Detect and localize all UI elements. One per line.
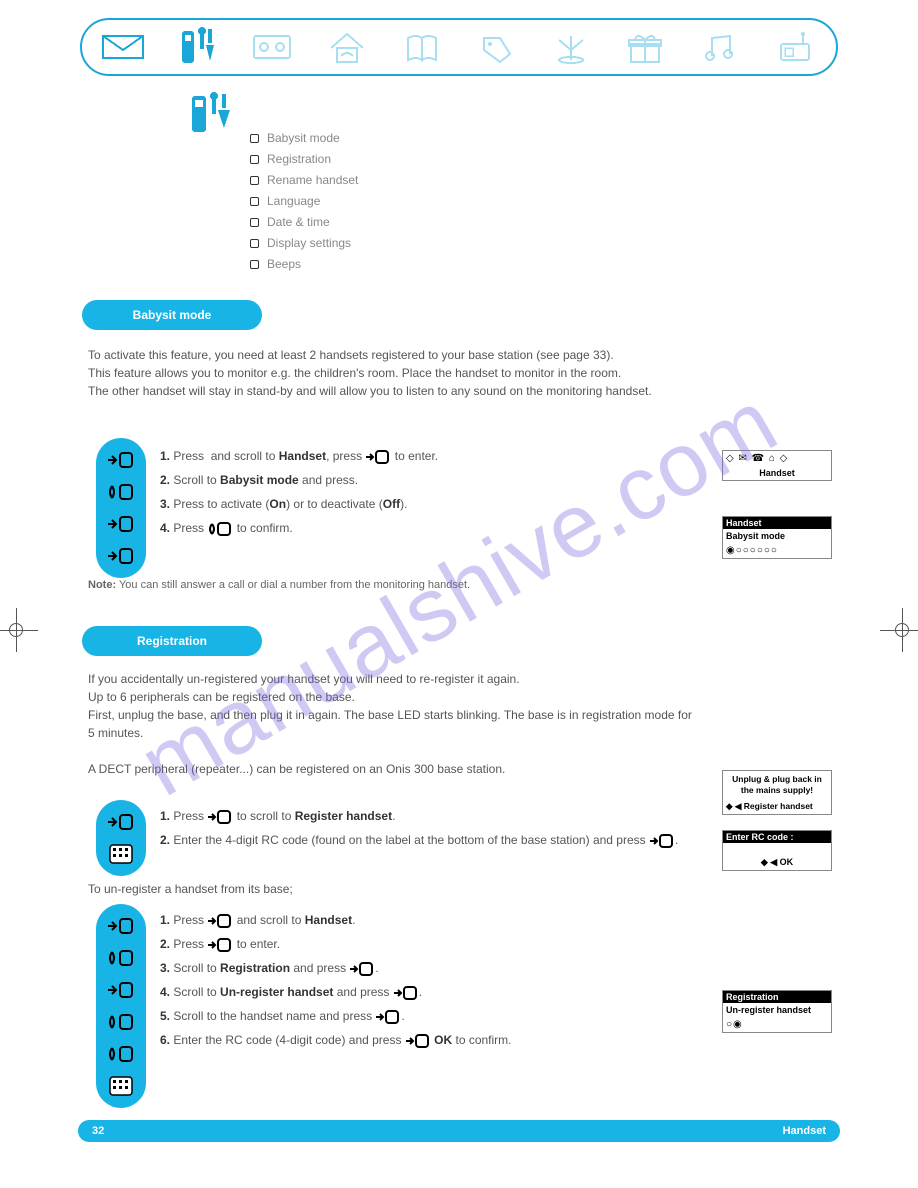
handset-submenu: Babysit mode Registration Rename handset…: [250, 128, 358, 275]
music-icon: [698, 30, 742, 64]
mail-icon: [101, 32, 145, 62]
page-number: 32: [92, 1125, 104, 1137]
ok-key-icon: [104, 810, 138, 834]
menu-item: Beeps: [267, 254, 301, 275]
lcd-blank: [723, 843, 831, 855]
section-heading-registration: Registration: [82, 626, 262, 656]
tab-handset[interactable]: [175, 25, 222, 69]
page-footer: 32 Handset: [78, 1120, 840, 1142]
footer-title: Handset: [783, 1125, 826, 1137]
ok-key-icon: [104, 978, 138, 1002]
menu-item: Language: [267, 191, 320, 212]
menu-item: Date & time: [267, 212, 330, 233]
step-icons-b2: [96, 904, 146, 1108]
tag-icon: [474, 30, 518, 64]
keypad-icon: [104, 842, 138, 866]
menu-item: Registration: [267, 149, 331, 170]
section-a-steps: 1. Press and scroll to Handset, press to…: [160, 444, 700, 540]
crop-mark-left: [0, 608, 38, 652]
scroll-key-icon: [104, 480, 138, 504]
lcd-bar: Enter RC code :: [723, 831, 831, 843]
lcd-bar: Handset: [723, 517, 831, 529]
tab-book[interactable]: [398, 25, 445, 69]
tab-mail[interactable]: [100, 25, 147, 69]
lcd-handset-menu: ◇ ✉ ☎ ⌂ ◇ Handset: [722, 450, 832, 481]
handset-tools-icon: [176, 27, 220, 67]
lcd-dots: ◉○○○○○○: [723, 543, 831, 558]
ok-key-icon: [104, 512, 138, 536]
antenna-icon: [549, 30, 593, 64]
lcd-icons: ◇ ✉ ☎ ⌂ ◇: [723, 451, 831, 466]
lcd-msg: Unplug & plug back in the mains supply!: [723, 771, 831, 799]
lcd-sub: ◆ ◀ Register handset: [723, 799, 831, 814]
scroll-key-icon: [104, 1042, 138, 1066]
step-icons-b1: [96, 800, 146, 876]
lcd-rc-code: Enter RC code : ◆ ◀ OK: [722, 830, 832, 871]
lcd-dots: ○◉: [723, 1017, 831, 1032]
lcd-babysit: Handset Babysit mode ◉○○○○○○: [722, 516, 832, 559]
menu-item: Babysit mode: [267, 128, 340, 149]
lcd-line: Un-register handset: [723, 1003, 831, 1017]
lcd-unplug: Unplug & plug back in the mains supply! …: [722, 770, 832, 815]
section-b-steps1: 1. Press to scroll to Register handset. …: [160, 804, 700, 849]
book-icon: [400, 30, 444, 64]
gift-icon: [623, 30, 667, 64]
ok-key-icon: [104, 448, 138, 472]
base-icon: [773, 30, 817, 64]
lcd-sub: ◆ ◀ OK: [723, 855, 831, 870]
section-heading-babysit: Babysit mode: [82, 300, 262, 330]
section-b-steps2: 1. Press and scroll to Handset. 2. Press…: [160, 908, 720, 1052]
section-icon-handset: [188, 92, 234, 137]
tab-tape[interactable]: [249, 25, 296, 69]
tab-tag[interactable]: [473, 25, 520, 69]
section-a-note: Note: You can still answer a call or dia…: [88, 578, 688, 593]
lcd-unregister: Registration Un-register handset ○◉: [722, 990, 832, 1033]
note-label: Note:: [88, 579, 116, 591]
lcd-line: Babysit mode: [723, 529, 831, 543]
tape-icon: [250, 32, 294, 62]
lcd-bar: Registration: [723, 991, 831, 1003]
tab-antenna[interactable]: [548, 25, 595, 69]
lcd-title: Handset: [723, 466, 831, 480]
scroll-key-icon: [104, 946, 138, 970]
tab-gift[interactable]: [622, 25, 669, 69]
keypad-icon: [104, 1074, 138, 1098]
heading-text: Registration: [137, 634, 207, 648]
section-b-body: If you accidentally un-registered your h…: [88, 670, 698, 778]
menu-item: Rename handset: [267, 170, 358, 191]
menu-item: Display settings: [267, 233, 351, 254]
scroll-key-icon: [104, 1010, 138, 1034]
note-body: You can still answer a call or dial a nu…: [119, 579, 470, 591]
section-a-body: To activate this feature, you need at le…: [88, 346, 688, 400]
section-b-intro2: To un-register a handset from its base;: [88, 880, 688, 898]
ok-key-icon: [104, 914, 138, 938]
tab-iconbar: [80, 18, 838, 76]
home-phone-icon: [325, 30, 369, 64]
tab-base[interactable]: [771, 25, 818, 69]
tab-music[interactable]: [697, 25, 744, 69]
step-icons-a: [96, 438, 146, 578]
heading-text: Babysit mode: [133, 308, 212, 322]
tab-home[interactable]: [324, 25, 371, 69]
ok-key-icon: [104, 544, 138, 568]
crop-mark-right: [880, 608, 918, 652]
